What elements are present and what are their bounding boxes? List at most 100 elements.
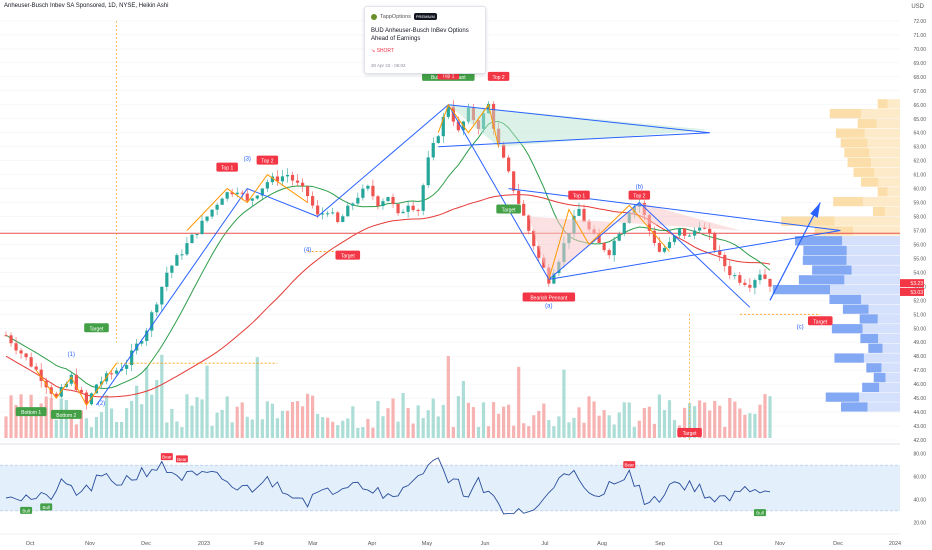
candle (693, 230, 697, 236)
volume-profile-bar (869, 148, 900, 158)
candle (265, 182, 269, 189)
target-label: Target (341, 254, 356, 260)
candle (155, 304, 159, 313)
volume-profile-bar (877, 99, 888, 109)
volume-profile-bar (864, 128, 900, 138)
candle (748, 284, 752, 288)
volume-bar (652, 423, 656, 438)
news-card[interactable]: TappOptions PREMIUM BUD Anheuser-Busch In… (364, 6, 486, 74)
candle (74, 374, 78, 390)
bottom-2-label: Bottom 2 (56, 413, 76, 419)
volume-profile-bar (861, 108, 900, 119)
wave-b-label: (b) (636, 185, 643, 191)
candle (517, 190, 521, 204)
volume-bar (356, 427, 360, 438)
volume-bar (109, 408, 114, 438)
volume-bar (537, 410, 541, 438)
news-headline[interactable]: BUD Anheuser-Busch InBev Options Ahead o… (371, 28, 469, 42)
candle (69, 374, 73, 384)
volume-bar (205, 365, 209, 438)
volume-bar (667, 400, 672, 438)
volume-bar (527, 426, 531, 438)
volume-bar (265, 401, 269, 438)
chart-patterns (35, 20, 841, 440)
volume-bar (135, 385, 139, 438)
candle (743, 282, 747, 285)
volume-bar (14, 404, 18, 438)
candle (341, 216, 345, 223)
time-tick-label: Sep (655, 541, 665, 547)
candle (758, 274, 762, 281)
volume-profile-bar (868, 343, 883, 353)
rsi-signal-label: Bull (42, 505, 50, 510)
volume-bar (114, 421, 119, 438)
volume-bar (698, 400, 702, 438)
candle (662, 247, 667, 252)
volume-bar (587, 396, 591, 438)
volume-bar (190, 405, 194, 438)
volume-profile-bar (830, 284, 900, 295)
price-tick-label: 55.00 (913, 256, 926, 262)
volume-bar (336, 425, 340, 438)
candle (652, 230, 656, 244)
time-tick-label: 2024 (889, 541, 901, 547)
candle (250, 198, 254, 201)
pennant-upper-line (448, 104, 710, 134)
candle (406, 205, 410, 212)
volume-profile-bar (834, 216, 900, 226)
volume-bar (54, 419, 58, 438)
volume-bar (507, 404, 511, 438)
pennant-fill (448, 104, 710, 147)
top-2-label: Top 2 (633, 194, 645, 200)
target-label-bg (496, 204, 521, 214)
candle (512, 171, 516, 191)
price-tick-label: 52.00 (913, 298, 926, 304)
candle (215, 204, 219, 210)
volume-bar (371, 427, 375, 438)
pennant-lower-line (438, 132, 710, 148)
volume-profile-bar (840, 138, 868, 148)
candle (401, 211, 405, 214)
volume-bar (24, 414, 28, 438)
top-2-label: Top 2 (261, 159, 273, 165)
currency-label: USD (911, 4, 924, 10)
candle (205, 216, 209, 221)
candle (200, 220, 204, 234)
pennant-outline (499, 130, 710, 279)
arrow-head (810, 202, 821, 218)
volume-profile-bar (877, 314, 900, 324)
candle (356, 197, 360, 204)
volume-bar (426, 410, 430, 438)
volume-bar (718, 405, 722, 438)
volume-bar (446, 356, 450, 438)
volume-bar (4, 416, 8, 438)
volume-bar (682, 407, 687, 438)
price-tick-label: 43.00 (913, 424, 926, 430)
volume-bar (758, 404, 762, 438)
candle (361, 188, 365, 198)
volume-profile-bar (863, 196, 900, 207)
volume-bar (687, 403, 692, 438)
target-label: Target (683, 431, 698, 437)
candle (366, 185, 370, 189)
candle (109, 373, 114, 375)
candle (316, 205, 320, 215)
volume-bar (185, 394, 189, 438)
rsi-tick-label: 20.00 (913, 520, 926, 526)
wave-4-label: (4) (304, 247, 311, 253)
volume-bars (4, 354, 772, 438)
target-label-bg (84, 323, 109, 333)
volume-bar (275, 418, 280, 438)
ma-long-line (5, 194, 771, 398)
volume-profile-bar (772, 284, 831, 295)
volume-bar (547, 420, 551, 438)
candle (677, 228, 682, 236)
candle (185, 243, 189, 255)
volume-bar (341, 420, 345, 438)
candle (9, 335, 13, 344)
price-tick-label: 63.00 (913, 145, 926, 151)
volume-bar (763, 394, 767, 438)
volume-bar (290, 401, 295, 438)
price-tick-label: 71.00 (913, 33, 926, 39)
